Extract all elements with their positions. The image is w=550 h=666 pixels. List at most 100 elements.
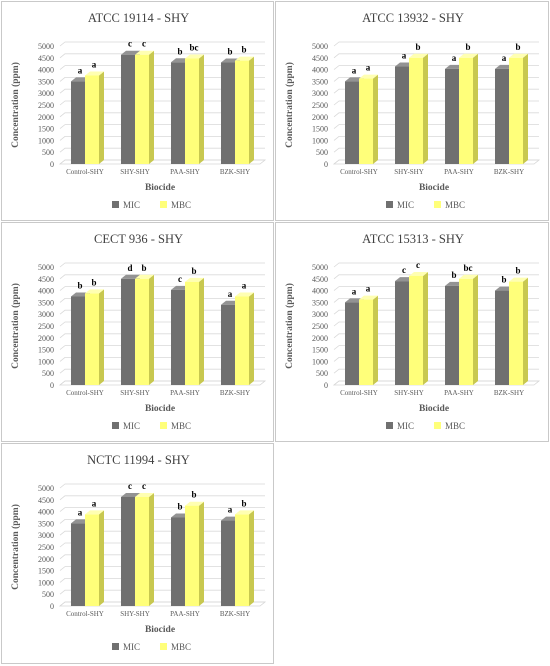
y-tick-label: 3500 <box>312 77 328 86</box>
significance-label: a <box>366 63 371 73</box>
bar-mic <box>171 289 185 385</box>
y-tick-label: 1000 <box>38 578 54 587</box>
y-tick-label: 0 <box>50 160 54 169</box>
bar-mic <box>71 81 85 164</box>
significance-label: b <box>465 42 470 52</box>
legend-swatch-mic <box>386 422 393 429</box>
bar-top-mbc <box>359 295 378 300</box>
legend-label-mbc: MBC <box>171 421 191 431</box>
gridline <box>59 274 265 280</box>
gridline <box>59 53 265 59</box>
legend-label-mbc: MBC <box>445 200 465 210</box>
bar-mbc <box>359 78 373 164</box>
significance-label: b <box>191 490 196 500</box>
y-tick-label: 2500 <box>312 101 328 110</box>
legend-label-mic: MIC <box>397 200 414 210</box>
bar-mbc <box>135 496 149 606</box>
bar-top-mbc <box>409 271 428 276</box>
bar-side-mbc <box>199 501 204 606</box>
significance-label: c <box>402 265 406 275</box>
bar-side-mbc <box>523 53 528 164</box>
significance-label: a <box>352 286 357 296</box>
bar-top-mbc <box>85 71 104 76</box>
y-tick-label: 1000 <box>38 136 54 145</box>
significance-label: c <box>416 260 420 270</box>
y-tick-label: 3500 <box>312 298 328 307</box>
chart-panel-nctc-11994: NCTC 11994 - SHY 0 500 1000 1500 2000 2500 3000… <box>1 443 274 664</box>
bar-side-mbc <box>199 54 204 165</box>
bar-side-mbc <box>473 274 478 385</box>
gridline <box>59 41 265 47</box>
bar-mbc <box>235 296 249 385</box>
y-tick-label: 4000 <box>312 66 328 75</box>
bar-top-mbc <box>185 501 204 506</box>
legend-swatch-mbc <box>434 201 441 208</box>
bar-side-mbc <box>523 277 528 385</box>
x-axis-label: Biocide <box>145 404 175 414</box>
chart-svg: ATCC 13932 - SHY 0 500 1000 1500 2000 2500 3000… <box>284 11 541 210</box>
y-tick-label: 2000 <box>38 334 54 343</box>
x-tick-label: Control-SHY <box>66 389 104 397</box>
significance-label: a <box>452 53 457 63</box>
bar-mbc <box>409 57 423 164</box>
legend-swatch-mic <box>112 201 119 208</box>
bar-mbc <box>235 514 249 606</box>
x-tick-label: Control-SHY <box>340 168 378 176</box>
y-tick-label: 4500 <box>38 496 54 505</box>
x-tick-label: PAA-SHY <box>170 610 200 618</box>
x-tick-label: SHY-SHY <box>394 389 424 397</box>
bar-mbc <box>459 57 473 164</box>
bar-side-mbc <box>249 56 254 164</box>
x-tick-label: SHY-SHY <box>120 168 150 176</box>
bar-mbc <box>459 278 473 385</box>
bar-top-mbc <box>459 53 478 58</box>
chart-svg: ATCC 19114 - SHY 0 500 1000 1500 2000 2500 3000… <box>10 11 267 210</box>
bar-side-mbc <box>99 510 104 606</box>
y-axis-label: Concentration (ppm) <box>10 62 21 148</box>
bar-top-mbc <box>135 492 154 497</box>
bar-mbc <box>235 60 249 164</box>
significance-label: b <box>415 42 420 52</box>
significance-label: c <box>142 39 146 49</box>
bar-side-mbc <box>149 492 154 606</box>
y-tick-label: 1000 <box>38 357 54 366</box>
y-tick-label: 4500 <box>312 275 328 284</box>
significance-label: b <box>501 275 506 285</box>
significance-label: b <box>241 45 246 55</box>
y-tick-label: 4000 <box>38 508 54 517</box>
x-tick-label: BZK-SHY <box>494 389 524 397</box>
legend-label-mbc: MBC <box>171 642 191 652</box>
y-tick-label: 2000 <box>312 113 328 122</box>
bar-mbc <box>509 281 523 385</box>
bar-top-mbc <box>235 56 254 61</box>
y-tick-label: 4500 <box>38 275 54 284</box>
significance-label: a <box>92 60 97 70</box>
bar-top-mbc <box>359 74 378 79</box>
significance-label: a <box>402 51 407 61</box>
x-axis-label: Biocide <box>419 404 449 414</box>
bar-mic <box>445 68 459 164</box>
gridline <box>333 41 539 47</box>
legend-swatch-mbc <box>160 643 167 650</box>
y-tick-label: 0 <box>50 381 54 390</box>
x-tick-label: BZK-SHY <box>494 168 524 176</box>
gridline <box>333 53 539 59</box>
x-tick-label: SHY-SHY <box>120 610 150 618</box>
significance-label: c <box>128 481 132 491</box>
bar-top-mbc <box>509 53 528 58</box>
chart-title: ATCC 19114 - SHY <box>88 11 189 25</box>
significance-label: a <box>502 53 507 63</box>
y-tick-label: 3000 <box>312 89 328 98</box>
y-tick-label: 500 <box>42 590 54 599</box>
chart-panel-atcc-13932: ATCC 13932 - SHY 0 500 1000 1500 2000 2500 3000… <box>275 1 549 221</box>
y-tick-label: 3500 <box>38 298 54 307</box>
bar-side-mbc <box>99 71 104 164</box>
significance-label: a <box>366 284 371 294</box>
significance-label: b <box>241 498 246 508</box>
bar-side-mbc <box>249 292 254 385</box>
y-tick-label: 1000 <box>312 136 328 145</box>
y-tick-label: 1500 <box>38 567 54 576</box>
x-tick-label: BZK-SHY <box>220 610 250 618</box>
bar-mic <box>221 520 235 606</box>
significance-label: b <box>177 46 182 56</box>
